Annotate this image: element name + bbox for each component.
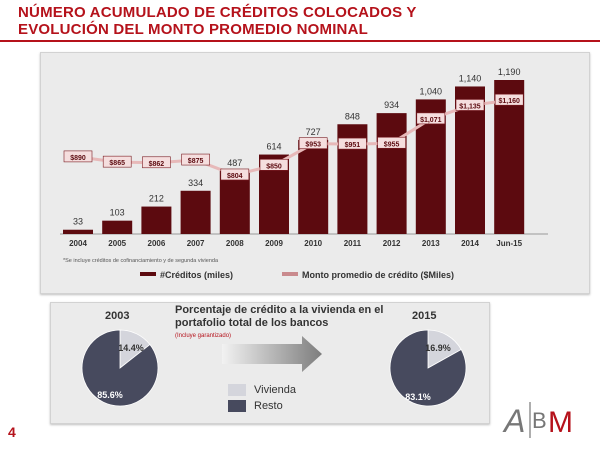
- x-tick-label: Jun-15: [496, 239, 522, 248]
- svg-text:M: M: [548, 406, 573, 439]
- bar: [102, 220, 133, 234]
- pie-year-label: 2015: [412, 310, 437, 322]
- title-rule: [0, 40, 600, 42]
- bar-value-label: 33: [73, 217, 83, 227]
- x-tick-label: 2005: [108, 239, 126, 248]
- line-point-label-box: [416, 112, 446, 125]
- x-tick-label: 2014: [461, 239, 479, 248]
- legend-label: Resto: [254, 400, 283, 412]
- x-tick-label: 2013: [422, 239, 440, 248]
- legend-label: Monto promedio de crédito ($Miles): [302, 270, 454, 280]
- legend-swatch-bars: [140, 272, 156, 276]
- legend-label: #Créditos (miles): [160, 270, 233, 280]
- bar-value-label: 212: [149, 194, 164, 204]
- bar: [141, 206, 172, 234]
- bar-value-label: 614: [266, 142, 281, 152]
- bar-value-label: 727: [306, 127, 321, 137]
- legend-label: Vivienda: [254, 384, 296, 396]
- x-tick-label: 2004: [69, 239, 87, 248]
- line-point-label-box: [181, 153, 210, 166]
- line-point-label: $1,160: [498, 98, 520, 105]
- line-point-label-box: [102, 155, 132, 168]
- x-tick-label: 2012: [383, 239, 401, 248]
- line-point-label: $850: [266, 163, 282, 170]
- svg-text:B: B: [532, 408, 547, 433]
- line-point-label: $955: [384, 141, 400, 148]
- page-title: NÚMERO ACUMULADO DE CRÉDITOS COLOCADOS Y…: [18, 4, 417, 38]
- bar: [63, 229, 93, 234]
- line-point-label: $1,071: [420, 117, 442, 124]
- pie-section-note: (Incluye garantizado): [175, 333, 232, 339]
- bar: [180, 190, 211, 234]
- bar: [298, 139, 329, 234]
- bar-value-label: 934: [384, 100, 399, 110]
- line-point-label: $1,135: [459, 103, 481, 110]
- line-point-label: $862: [149, 161, 165, 168]
- line-point-label: $804: [227, 173, 243, 180]
- bar: [494, 80, 525, 234]
- x-tick-label: 2008: [226, 239, 244, 248]
- legend-swatch-resto: [228, 400, 246, 412]
- bar-value-label: 103: [110, 208, 125, 218]
- page-number: 4: [8, 424, 16, 440]
- legend-swatch-vivienda: [228, 384, 246, 396]
- x-tick-label: 2007: [187, 239, 205, 248]
- chart-footnote: *Se incluye créditos de cofinanciamiento…: [63, 258, 219, 264]
- bar-value-label: 334: [188, 178, 203, 188]
- x-tick-label: 2011: [344, 239, 362, 248]
- pie-legend-item: Resto: [228, 398, 296, 414]
- x-tick-label: 2010: [304, 239, 322, 248]
- bar: [219, 170, 250, 234]
- pie-section-title: Porcentaje de crédito a la vivienda en e…: [175, 304, 384, 329]
- line-point-label-box: [377, 136, 406, 149]
- pie-legend: Vivienda Resto: [228, 382, 296, 414]
- pie-year-label: 2003: [105, 310, 130, 322]
- bar: [376, 113, 407, 234]
- bar-line-chart: 33 2004 103 2005 212 2006 334 2007 487 2008 614 200…: [60, 67, 548, 280]
- bar-value-label: 848: [345, 111, 360, 121]
- bar-value-label: 1,190: [498, 67, 521, 77]
- line-point-label-box: [338, 137, 367, 150]
- abm-logo: A B M: [502, 402, 573, 439]
- line-point-label-box: [63, 150, 93, 163]
- line-point-label-box: [455, 99, 485, 111]
- bar-value-label: 1,040: [420, 86, 443, 96]
- line-point-label: $875: [188, 158, 204, 165]
- legend-swatch-line: [282, 272, 298, 276]
- svg-text:A: A: [502, 403, 525, 439]
- line-point-label: $890: [70, 155, 86, 162]
- x-tick-label: 2006: [148, 239, 166, 248]
- bar-value-label: 1,140: [459, 73, 482, 83]
- line-point-label-box: [259, 159, 289, 171]
- line-point-label-box: [298, 137, 328, 149]
- line-point-label: $953: [305, 142, 321, 149]
- pie-legend-item: Vivienda: [228, 382, 296, 398]
- line-point-label-box: [494, 93, 524, 106]
- line-point-label: $865: [109, 160, 125, 167]
- x-tick-label: 2009: [265, 239, 283, 248]
- line-point-label: $951: [345, 142, 361, 149]
- line-point-label-box: [220, 168, 250, 181]
- bar: [455, 86, 485, 235]
- bar-value-label: 487: [227, 158, 242, 168]
- line-point-label-box: [142, 156, 171, 169]
